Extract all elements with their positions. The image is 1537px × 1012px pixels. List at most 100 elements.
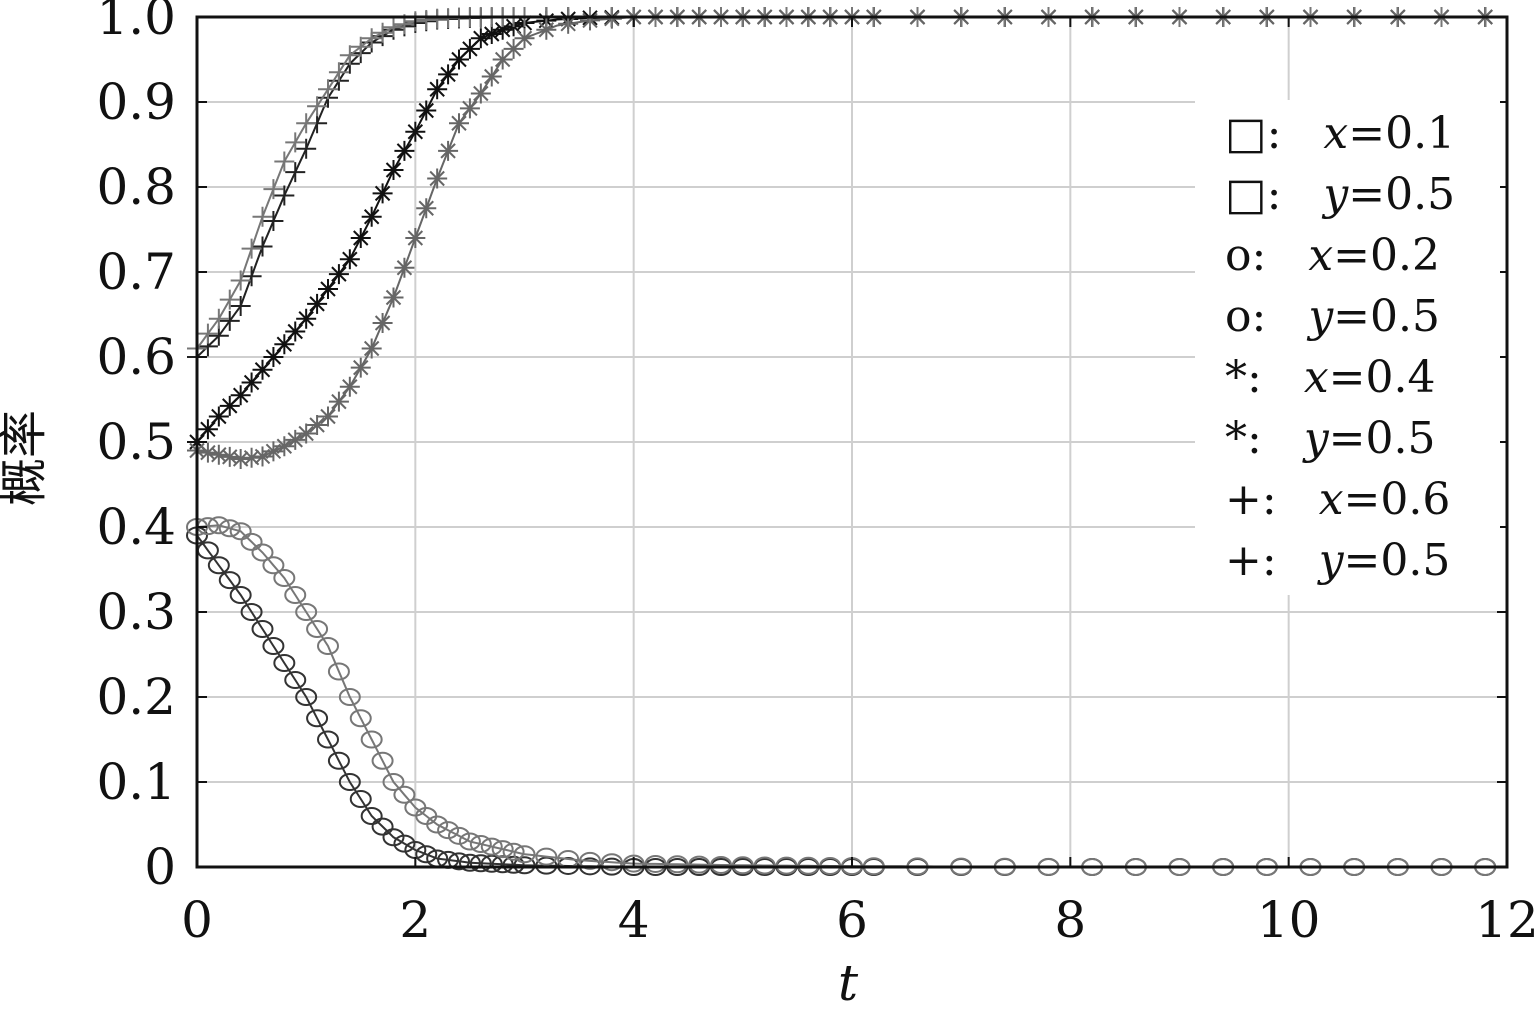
tick-labels: 0 2 4 6 8 10 12 0 0.1 0.2 0.3 0.4 0.5 0.6 0.7 0.8 0.9 1.0 bbox=[96, 0, 1537, 949]
legend-entry: *: y=0.5 bbox=[1225, 413, 1436, 464]
legend-marker: □: bbox=[1225, 169, 1295, 220]
legend: □: x=0.1□: y=0.5o: x=0.2o: y=0.5*: x=0.4… bbox=[1195, 100, 1500, 595]
legend-entry: o: y=0.5 bbox=[1225, 291, 1440, 342]
circle-marker bbox=[753, 856, 776, 875]
x-tick-label: 6 bbox=[836, 891, 868, 949]
circle-marker bbox=[229, 522, 252, 541]
plus-marker bbox=[274, 185, 295, 206]
star-marker bbox=[503, 38, 524, 59]
circle-marker bbox=[371, 817, 394, 836]
y-axis-label: 概率 bbox=[0, 410, 52, 506]
circle-marker bbox=[273, 569, 296, 587]
circle-marker bbox=[284, 586, 307, 604]
circle-marker bbox=[666, 855, 689, 874]
circle-marker bbox=[458, 832, 481, 851]
circle-marker bbox=[295, 603, 318, 621]
plus-marker bbox=[307, 96, 328, 117]
plus-marker bbox=[372, 22, 393, 43]
legend-value: =0.4 bbox=[1329, 352, 1436, 403]
star-marker bbox=[263, 347, 284, 367]
circle-marker bbox=[502, 855, 525, 874]
circle-marker bbox=[426, 815, 449, 834]
legend-variable: x bbox=[1304, 352, 1329, 403]
plus-marker bbox=[350, 36, 371, 57]
y-tick-label: 0.8 bbox=[96, 158, 176, 216]
circle-marker bbox=[382, 773, 405, 791]
circle-marker bbox=[273, 654, 296, 672]
circle-marker bbox=[317, 637, 339, 655]
circle-marker bbox=[338, 688, 361, 706]
legend-entry: +: x=0.6 bbox=[1225, 474, 1450, 525]
circle-marker bbox=[469, 854, 492, 873]
x-axis-label: t bbox=[838, 954, 859, 1012]
circle-marker bbox=[535, 847, 558, 866]
circle-marker bbox=[393, 785, 416, 804]
legend-marker: +: bbox=[1225, 535, 1291, 586]
legend-variable: y bbox=[1317, 535, 1345, 586]
star-marker bbox=[328, 264, 349, 285]
star-marker bbox=[285, 321, 306, 342]
circle-marker bbox=[262, 637, 285, 655]
legend-value: =0.5 bbox=[1344, 535, 1451, 586]
star-marker bbox=[318, 406, 338, 427]
legend-marker: +: bbox=[1225, 474, 1291, 525]
circle-marker bbox=[513, 856, 536, 875]
plus-marker bbox=[328, 62, 349, 83]
y-tick-label: 0.9 bbox=[96, 73, 176, 131]
y-tick-label: 0.2 bbox=[96, 668, 176, 726]
plus-marker bbox=[263, 211, 284, 231]
circle-marker bbox=[469, 835, 492, 854]
circle-marker bbox=[448, 826, 470, 845]
circle-marker bbox=[600, 853, 623, 872]
legend-variable: y bbox=[1306, 291, 1334, 342]
circle-marker bbox=[415, 845, 438, 864]
plus-marker bbox=[263, 179, 284, 200]
legend-value: =0.5 bbox=[1333, 291, 1440, 342]
circle-marker bbox=[458, 853, 481, 872]
plus-marker bbox=[252, 206, 273, 227]
star-marker bbox=[394, 257, 415, 278]
legend-value: =0.5 bbox=[1348, 169, 1455, 220]
star-marker bbox=[372, 313, 393, 333]
legend-marker: *: bbox=[1225, 352, 1276, 403]
plus-marker bbox=[296, 113, 317, 134]
plus-marker bbox=[230, 296, 251, 316]
circle-marker bbox=[371, 751, 394, 770]
circle-marker bbox=[251, 543, 274, 562]
star-marker bbox=[514, 28, 535, 49]
legend-value: =0.2 bbox=[1333, 230, 1440, 281]
y-tick-label: 0.7 bbox=[96, 243, 176, 301]
circle-marker bbox=[306, 620, 329, 638]
star-marker bbox=[470, 83, 491, 104]
star-marker bbox=[197, 419, 218, 440]
star-marker bbox=[459, 98, 480, 119]
star-marker bbox=[307, 415, 328, 435]
circle-marker bbox=[622, 854, 645, 873]
star-marker bbox=[285, 429, 306, 450]
circle-marker bbox=[579, 851, 601, 870]
legend-variable: x bbox=[1308, 230, 1333, 281]
star-marker bbox=[427, 168, 448, 189]
star-marker bbox=[328, 391, 349, 412]
star-marker bbox=[481, 66, 502, 87]
plus-marker bbox=[416, 9, 437, 30]
star-marker bbox=[350, 228, 371, 248]
plus-marker bbox=[361, 28, 382, 49]
legend-value: =0.6 bbox=[1344, 474, 1451, 525]
circle-marker bbox=[306, 709, 329, 728]
circle-marker bbox=[448, 852, 470, 871]
circle-marker bbox=[731, 856, 754, 875]
x-tick-label: 8 bbox=[1054, 891, 1086, 949]
circle-marker bbox=[207, 516, 230, 535]
circle-marker bbox=[229, 586, 252, 604]
y-tick-label: 0.4 bbox=[96, 498, 176, 556]
circle-marker bbox=[480, 837, 503, 856]
circle-marker bbox=[480, 854, 503, 873]
circle-marker bbox=[710, 855, 732, 874]
star-marker bbox=[339, 376, 360, 397]
star-marker bbox=[274, 436, 295, 457]
y-tick-label: 1.0 bbox=[96, 0, 176, 46]
y-tick-label: 0.1 bbox=[96, 753, 176, 811]
plus-marker bbox=[383, 17, 404, 38]
